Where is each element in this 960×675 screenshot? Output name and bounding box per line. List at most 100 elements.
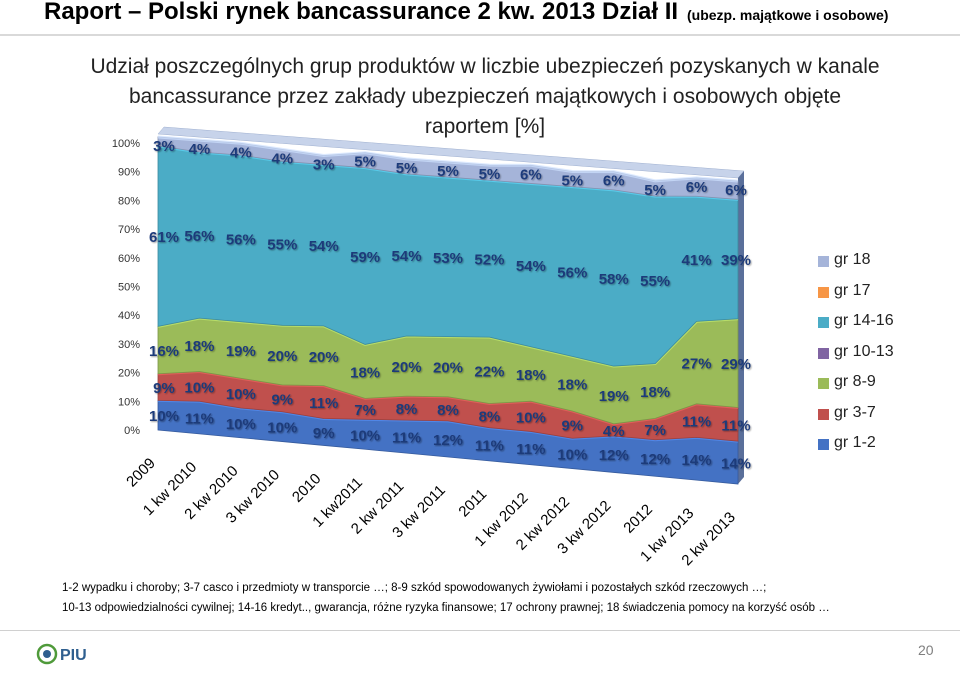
data-label: 11%	[516, 441, 545, 458]
data-label: 55%	[267, 236, 297, 253]
data-label: 29%	[721, 356, 751, 373]
header-divider	[0, 34, 960, 36]
data-label: 53%	[433, 250, 463, 267]
data-label: 10%	[557, 446, 587, 463]
slide-subtitle: (ubezp. majątkowe i osobowe)	[687, 7, 889, 23]
y-tick-label: 10%	[118, 396, 140, 408]
data-label: 20%	[392, 359, 422, 376]
data-label: 10%	[184, 379, 214, 396]
data-label: 6%	[725, 182, 747, 199]
data-label: 6%	[603, 173, 625, 190]
footer-divider	[0, 630, 960, 631]
legend-label: gr 1-2	[834, 434, 876, 451]
area-side-face	[738, 171, 744, 484]
data-label: 5%	[354, 154, 376, 171]
data-label: 11%	[185, 411, 214, 428]
data-label: 52%	[474, 252, 504, 269]
data-label: 59%	[350, 249, 380, 266]
area-series-group	[157, 126, 745, 485]
y-axis: 0% 10% 20% 30% 40% 50% 60% 70% 80% 90% 100%	[112, 138, 140, 437]
footnote-line: 1-2 wypadku i choroby; 3-7 casco i przed…	[62, 582, 767, 594]
data-label: 20%	[267, 348, 297, 365]
y-tick-label: 0%	[124, 425, 140, 437]
data-label: 54%	[309, 238, 339, 255]
x-tick-label: 2011	[455, 486, 490, 521]
chart-title-line: raportem [%]	[424, 115, 546, 138]
data-label: 14%	[721, 456, 751, 473]
data-label: 6%	[686, 179, 708, 196]
y-tick-label: 60%	[118, 253, 140, 265]
data-label: 20%	[309, 349, 339, 366]
data-label: 8%	[437, 402, 459, 419]
x-tick-label: 2009	[123, 455, 159, 491]
footnote: 1-2 wypadku i choroby; 3-7 casco i przed…	[62, 578, 830, 618]
data-label: 11%	[475, 437, 504, 454]
legend-swatch	[818, 378, 829, 389]
data-label: 54%	[392, 248, 422, 265]
data-label: 20%	[433, 360, 463, 377]
y-tick-label: 90%	[118, 167, 140, 179]
data-label: 19%	[226, 343, 256, 360]
legend-label: gr 3-7	[834, 403, 876, 421]
y-tick-label: 70%	[118, 224, 140, 236]
area-ridge	[157, 135, 739, 183]
data-label: 4%	[230, 144, 252, 161]
legend-label: gr 14-16	[834, 312, 894, 329]
data-label: 18%	[640, 384, 670, 401]
data-label: 54%	[516, 258, 546, 275]
x-tick-label: 2012	[620, 501, 656, 537]
data-label: 12%	[640, 451, 670, 468]
data-label: 18%	[350, 364, 380, 381]
y-tick-label: 80%	[118, 195, 140, 207]
data-label: 58%	[599, 271, 629, 288]
data-label: 8%	[396, 401, 418, 418]
y-tick-label: 40%	[118, 310, 140, 322]
legend-swatch	[818, 408, 829, 420]
data-label: 12%	[433, 432, 463, 449]
data-label: 55%	[640, 273, 670, 290]
data-label: 9%	[271, 391, 293, 408]
chart-title: Udział poszczególnych grup produktów w l…	[60, 52, 910, 142]
legend-label: gr 10-13	[834, 342, 894, 360]
data-label: 11%	[309, 395, 338, 412]
data-label: 5%	[644, 182, 666, 199]
legend-label: gr 17	[834, 281, 871, 299]
piu-logo-icon: PIU	[36, 643, 87, 665]
data-label: 10%	[350, 427, 380, 444]
y-tick-label: 20%	[118, 368, 140, 380]
data-label: 9%	[561, 418, 583, 435]
data-label: 10%	[226, 416, 256, 433]
chart-title-line: bancassurance przez zakłady ubezpieczeń …	[128, 85, 842, 108]
data-label: 10%	[267, 420, 297, 437]
legend-swatch	[818, 317, 829, 328]
data-label: 5%	[479, 166, 501, 183]
legend-label: gr 8-9	[834, 373, 876, 390]
page-number: 20	[918, 642, 934, 658]
data-label: 10%	[149, 408, 179, 425]
data-label: 18%	[184, 338, 214, 355]
footnote-line: 10-13 odpowiedzialności cywilnej; 14-16 …	[62, 602, 830, 614]
data-label: 39%	[721, 252, 751, 269]
piu-logo-text: PIU	[60, 647, 87, 664]
data-label: 7%	[644, 422, 666, 439]
data-label: 9%	[313, 425, 335, 442]
data-label: 16%	[149, 343, 179, 360]
y-tick-label: 100%	[112, 138, 140, 150]
data-label: 10%	[516, 409, 546, 426]
data-labels-group: 10% 11% 10% 10% 9% 10% 11% 12% 11% 11% 10% 12% 12% 14…	[149, 138, 751, 473]
y-tick-label: 30%	[118, 339, 140, 351]
legend-swatch	[818, 439, 829, 450]
legend-swatch	[818, 256, 829, 267]
data-label: 27%	[682, 356, 712, 373]
legend-label: gr 18	[834, 251, 871, 268]
piu-logo: PIU	[36, 641, 94, 667]
data-label: 3%	[153, 138, 175, 155]
data-label: 6%	[520, 166, 542, 183]
data-label: 4%	[271, 150, 293, 167]
data-label: 12%	[599, 447, 629, 464]
data-label: 11%	[682, 414, 711, 431]
data-label: 4%	[189, 141, 211, 158]
legend-swatch	[818, 347, 829, 359]
data-label: 5%	[561, 172, 583, 189]
